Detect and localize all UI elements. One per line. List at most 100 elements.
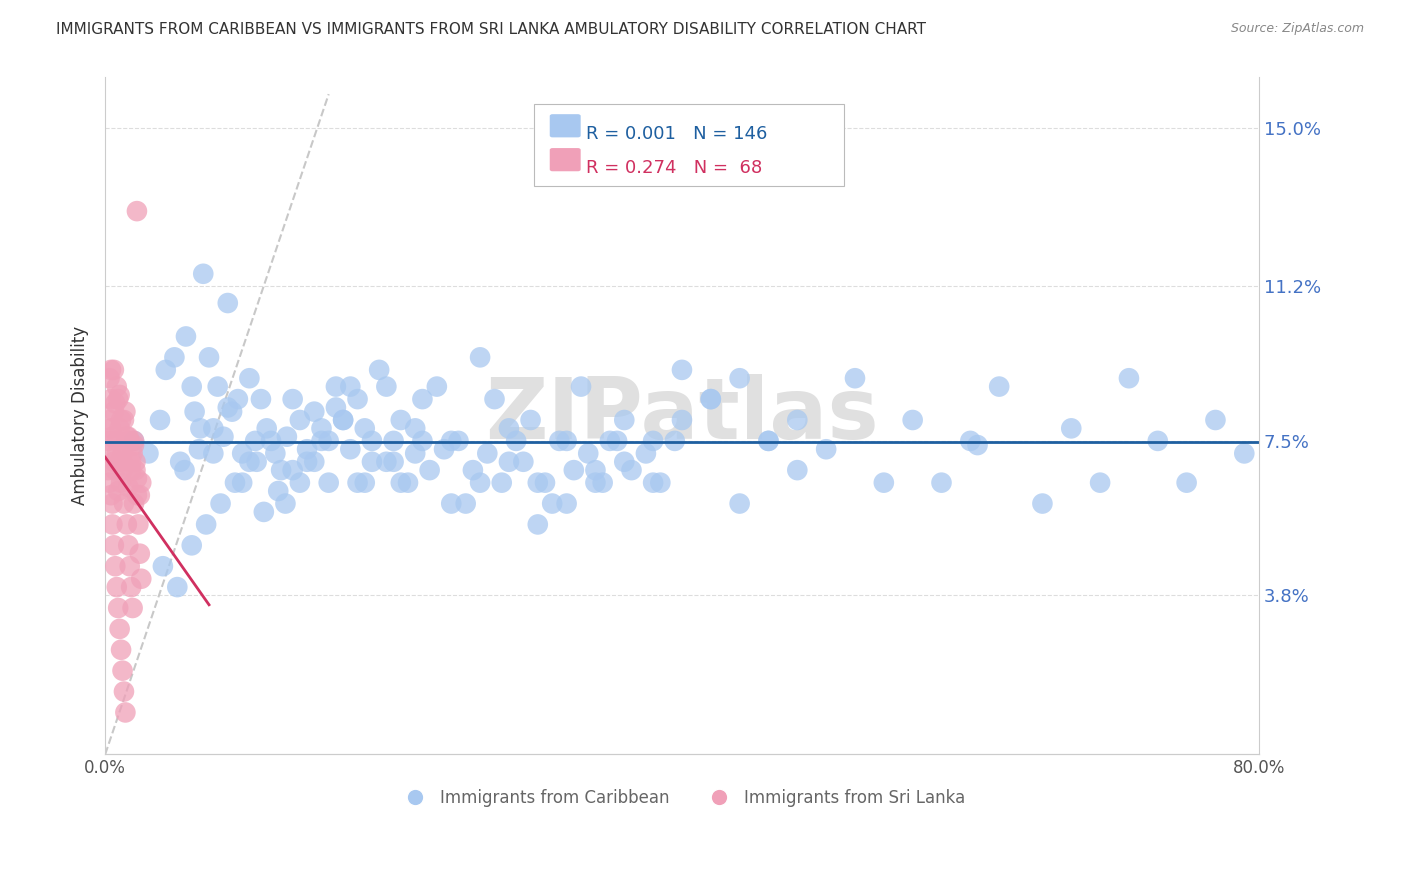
Point xyxy=(1204,413,1226,427)
Point xyxy=(361,455,384,469)
Text: ZIPatlas: ZIPatlas xyxy=(485,375,879,458)
Point xyxy=(1088,475,1111,490)
Point xyxy=(484,392,506,406)
Point xyxy=(671,363,693,377)
Point xyxy=(382,434,405,448)
Y-axis label: Ambulatory Disability: Ambulatory Disability xyxy=(72,326,89,506)
Point xyxy=(375,455,398,469)
Point xyxy=(267,483,290,498)
Point xyxy=(643,434,665,448)
Point xyxy=(120,580,142,594)
Point xyxy=(281,392,304,406)
Point xyxy=(419,463,441,477)
Point xyxy=(569,379,592,393)
Point xyxy=(1060,421,1083,435)
Point xyxy=(728,497,751,511)
Point xyxy=(526,517,548,532)
Point xyxy=(404,446,426,460)
Point xyxy=(1146,434,1168,448)
Point xyxy=(202,421,225,435)
Point xyxy=(375,379,398,393)
Point xyxy=(101,430,124,444)
Point xyxy=(555,497,578,511)
Point xyxy=(122,497,145,511)
Point xyxy=(112,497,135,511)
Point xyxy=(274,497,297,511)
Point xyxy=(107,392,129,406)
Point xyxy=(117,430,139,444)
Point xyxy=(108,421,131,435)
Point xyxy=(541,497,564,511)
Point xyxy=(276,430,298,444)
Point xyxy=(512,455,534,469)
Point xyxy=(238,455,260,469)
Point xyxy=(118,559,141,574)
Point xyxy=(103,363,125,377)
Point xyxy=(592,475,614,490)
Point xyxy=(555,434,578,448)
Point xyxy=(815,442,838,457)
Point xyxy=(288,475,311,490)
Point xyxy=(576,446,599,460)
Point xyxy=(98,371,121,385)
Point xyxy=(613,413,636,427)
Point xyxy=(346,392,368,406)
Point xyxy=(97,434,120,448)
Point xyxy=(253,505,276,519)
Point xyxy=(190,421,212,435)
Point xyxy=(120,455,142,469)
Point xyxy=(346,475,368,490)
Point xyxy=(599,434,621,448)
Point xyxy=(108,622,131,636)
Point xyxy=(103,538,125,552)
Point xyxy=(295,455,318,469)
Point xyxy=(250,392,273,406)
Point xyxy=(650,475,672,490)
Point xyxy=(114,404,136,418)
Point xyxy=(105,446,128,460)
Point xyxy=(246,455,269,469)
Point xyxy=(332,413,354,427)
Point xyxy=(534,475,557,490)
Point xyxy=(931,475,953,490)
Point xyxy=(103,455,125,469)
Point xyxy=(221,404,243,418)
Point xyxy=(114,706,136,720)
Point xyxy=(100,392,122,406)
Point xyxy=(98,413,121,427)
Point xyxy=(311,434,333,448)
Point xyxy=(122,434,145,448)
Point xyxy=(226,392,249,406)
Point xyxy=(901,413,924,427)
Point xyxy=(149,413,172,427)
Point xyxy=(728,371,751,385)
Point xyxy=(281,463,304,477)
Point xyxy=(180,379,202,393)
Point xyxy=(115,430,138,444)
Point xyxy=(224,475,246,490)
Point xyxy=(138,446,160,460)
Point xyxy=(173,463,195,477)
Point xyxy=(97,463,120,477)
Point xyxy=(125,488,148,502)
Point xyxy=(187,442,209,457)
Point xyxy=(786,413,808,427)
Point xyxy=(1118,371,1140,385)
Point xyxy=(166,580,188,594)
Point xyxy=(217,296,239,310)
Point xyxy=(304,404,326,418)
Point xyxy=(613,455,636,469)
Point xyxy=(122,438,145,452)
Point xyxy=(111,664,134,678)
Legend: Immigrants from Caribbean, Immigrants from Sri Lanka: Immigrants from Caribbean, Immigrants fr… xyxy=(392,782,973,814)
Point xyxy=(526,475,548,490)
Point xyxy=(643,475,665,490)
Point xyxy=(270,463,292,477)
Point xyxy=(243,434,266,448)
Point xyxy=(988,379,1011,393)
Point xyxy=(256,421,278,435)
Point xyxy=(585,463,607,477)
Point xyxy=(1031,497,1053,511)
Point xyxy=(107,601,129,615)
Point xyxy=(1175,475,1198,490)
